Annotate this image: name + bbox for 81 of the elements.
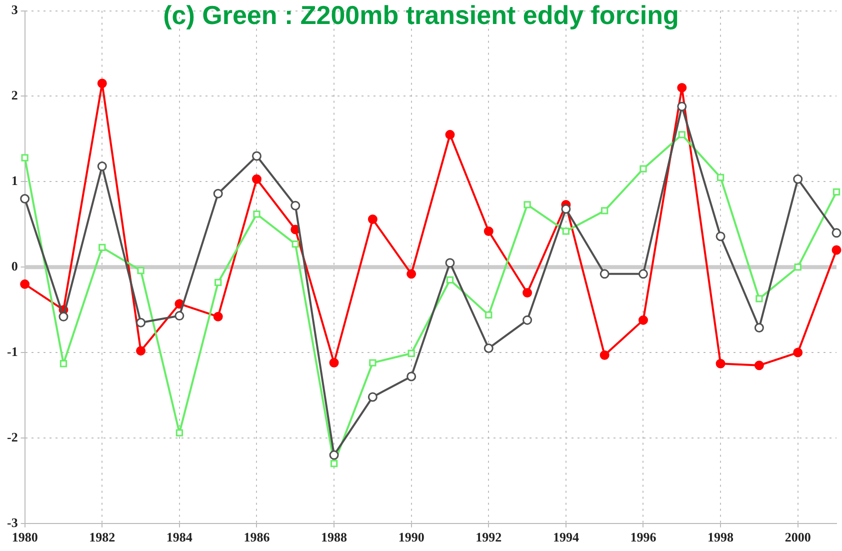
point: [329, 358, 339, 368]
point: [600, 269, 610, 279]
point: [97, 78, 107, 88]
point: [20, 279, 30, 289]
point: [174, 311, 184, 321]
point: [678, 131, 686, 138]
point: [601, 207, 608, 214]
y-tick-label: 0: [11, 258, 18, 274]
point: [97, 162, 107, 172]
point: [368, 392, 378, 402]
point: [756, 295, 763, 302]
point: [638, 269, 648, 279]
x-tick-label: 1984: [166, 530, 193, 545]
point: [754, 323, 764, 333]
point: [213, 312, 223, 322]
point: [253, 210, 260, 218]
point: [252, 174, 262, 184]
point: [716, 358, 726, 368]
x-tick-label: 1980: [12, 530, 38, 545]
point: [794, 264, 802, 271]
point: [136, 318, 146, 328]
point: [522, 315, 532, 325]
point: [98, 244, 106, 252]
x-tick-label: 1986: [244, 530, 270, 545]
point: [60, 360, 68, 368]
point: [446, 276, 454, 284]
point: [445, 130, 455, 140]
point: [484, 226, 494, 236]
point: [485, 311, 492, 319]
point: [368, 214, 378, 224]
point: [716, 174, 724, 181]
point: [793, 174, 803, 184]
point: [524, 201, 531, 208]
point: [522, 288, 532, 298]
y-tick-label: 1: [11, 173, 18, 188]
y-tick-label: 3: [11, 2, 18, 18]
x-tick-label: 1990: [398, 530, 424, 545]
point: [445, 258, 455, 268]
point: [137, 266, 144, 274]
point: [214, 278, 222, 286]
point: [484, 344, 494, 354]
point: [677, 102, 687, 112]
point: [640, 165, 647, 172]
x-tick-label: 1998: [708, 530, 734, 545]
point: [290, 200, 300, 210]
point: [562, 228, 570, 235]
point: [136, 346, 146, 356]
chart-title: (c) Green : Z200mb transient eddy forcing: [163, 0, 679, 30]
y-tick-label: -3: [6, 514, 18, 530]
point: [832, 228, 842, 238]
point: [716, 232, 726, 242]
point: [20, 194, 30, 204]
x-tick-label: 1988: [321, 530, 348, 545]
x-tick-label: 1982: [89, 530, 116, 545]
point: [406, 269, 416, 279]
point: [600, 350, 610, 360]
point: [369, 359, 376, 366]
point: [292, 240, 299, 248]
y-tick-label: 2: [11, 88, 18, 103]
point: [754, 360, 764, 370]
x-tick-label: 1996: [630, 530, 657, 545]
point: [58, 312, 68, 322]
point: [677, 82, 687, 92]
y-tick-label: -1: [6, 344, 18, 359]
point: [561, 204, 571, 214]
point: [408, 350, 415, 357]
point: [638, 315, 648, 325]
point: [832, 188, 840, 196]
point: [832, 245, 842, 255]
point: [329, 450, 339, 460]
x-tick-label: 1992: [476, 530, 502, 545]
point: [330, 460, 338, 468]
y-tick-label: -2: [6, 429, 18, 444]
point: [21, 154, 28, 162]
point: [793, 348, 803, 358]
x-tick-label: 2000: [784, 530, 811, 545]
point: [406, 372, 416, 382]
point: [176, 429, 184, 436]
x-tick-label: 1994: [552, 530, 580, 545]
point: [252, 151, 262, 161]
point: [213, 188, 223, 198]
